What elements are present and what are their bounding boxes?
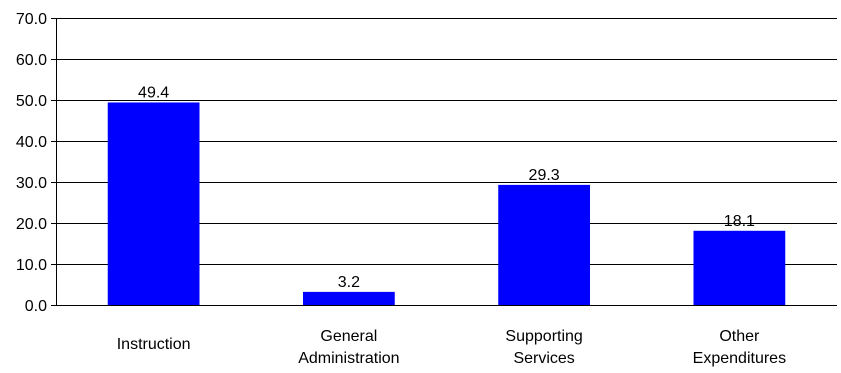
data-label: 29.3 [529, 167, 560, 184]
y-tick-label: 10.0 [16, 257, 47, 274]
category-labels: Instruction General Administration Supporti… [117, 328, 786, 367]
bar [693, 230, 786, 305]
y-tick-label: 70.0 [16, 11, 47, 28]
bar [302, 291, 395, 305]
bar [107, 102, 200, 306]
axes [51, 18, 837, 306]
y-tick-labels: 0.0 10.0 20.0 30.0 40.0 50.0 60.0 70.0 [16, 11, 47, 315]
y-tick-label: 60.0 [16, 52, 47, 69]
data-labels: 49.4 3.2 29.3 18.1 [138, 84, 755, 290]
y-tick-label: 40.0 [16, 134, 47, 151]
category-label: Supporting [505, 328, 582, 345]
data-label: 49.4 [138, 84, 169, 101]
y-tick-label: 30.0 [16, 175, 47, 192]
category-label: Services [513, 350, 574, 367]
category-label: Expenditures [693, 350, 786, 367]
bars [107, 102, 786, 306]
bar [498, 184, 591, 305]
data-label: 3.2 [338, 274, 360, 291]
category-label: General [320, 328, 377, 345]
y-tick-label: 20.0 [16, 216, 47, 233]
data-label: 18.1 [724, 213, 755, 230]
category-label: Other [719, 328, 760, 345]
y-tick-label: 0.0 [25, 298, 47, 315]
y-tick-label: 50.0 [16, 93, 47, 110]
category-label: Administration [298, 350, 399, 367]
category-label: Instruction [117, 336, 191, 353]
